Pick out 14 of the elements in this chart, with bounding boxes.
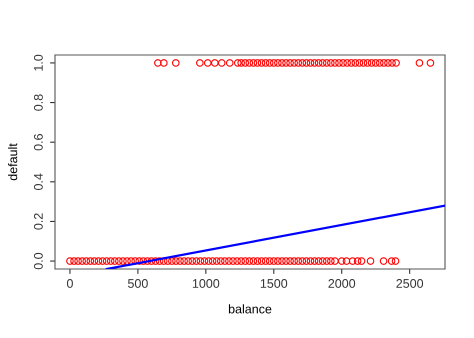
y-tick-label: 0.2 <box>34 213 43 230</box>
x-tick-label: 0 <box>66 279 73 288</box>
x-axis-title: balance <box>228 304 272 314</box>
y-axis-title: default <box>8 143 18 180</box>
x-tick-label: 2000 <box>328 279 356 288</box>
y-tick-label: 0.6 <box>34 134 43 150</box>
x-tick-label: 1000 <box>192 279 220 288</box>
x-tick-label: 500 <box>128 279 148 288</box>
y-tick-label: 1.0 <box>34 54 43 71</box>
x-tick-label: 1500 <box>260 279 288 288</box>
y-tick-label: 0.4 <box>34 173 43 190</box>
x-tick-label: 2500 <box>396 279 424 288</box>
y-tick-label: 0.0 <box>34 252 43 270</box>
y-tick-label: 0.8 <box>34 94 43 111</box>
